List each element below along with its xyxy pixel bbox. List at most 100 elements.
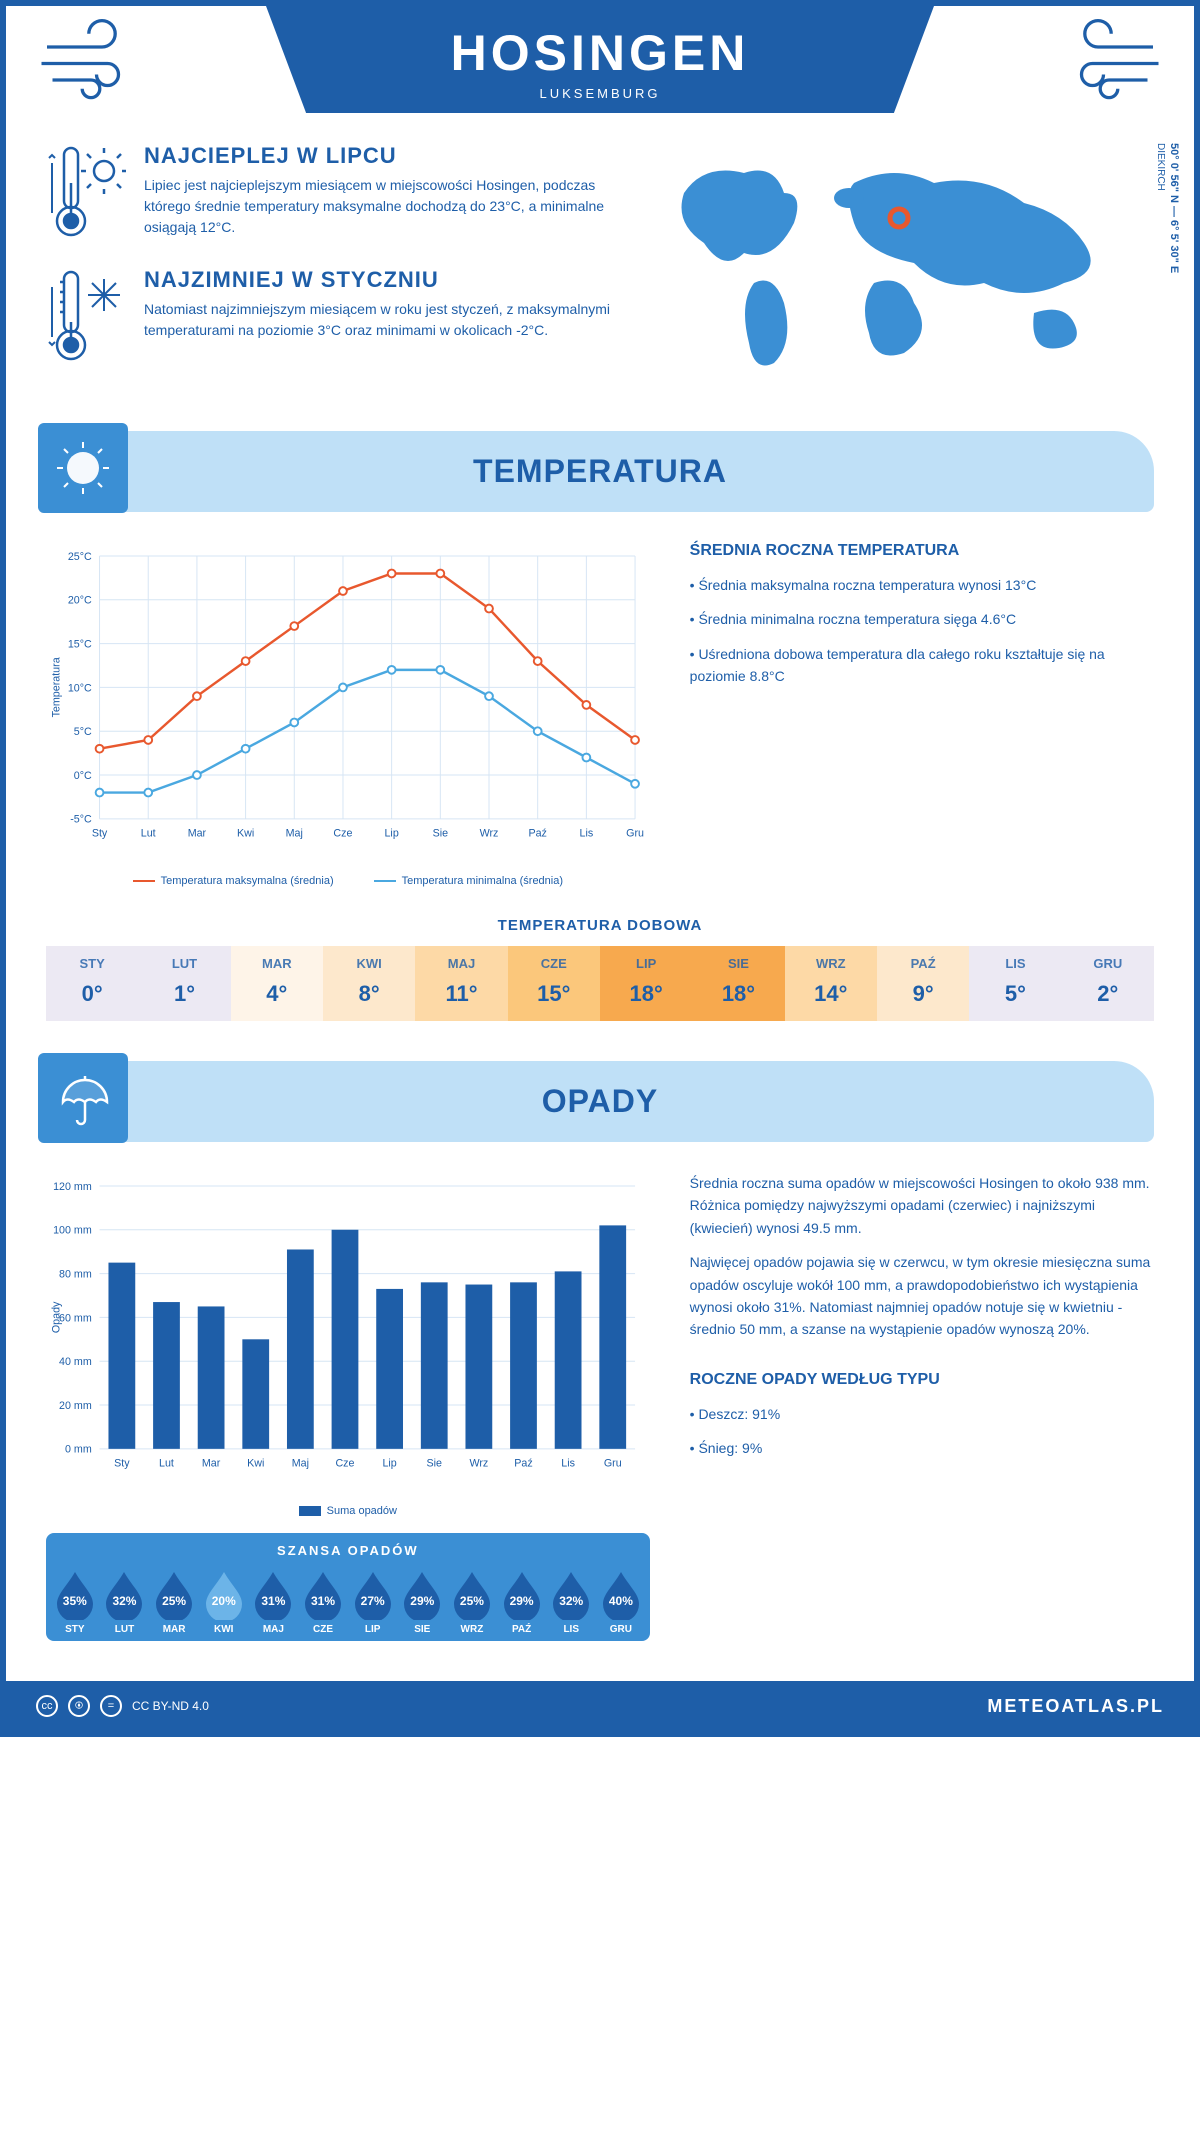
thermometer-hot-icon bbox=[46, 143, 126, 243]
coldest-text: Natomiast najzimniejszym miesiącem w rok… bbox=[144, 299, 624, 341]
daily-cell: SIE 18° bbox=[692, 946, 784, 1021]
daily-temp-title: TEMPERATURA DOBOWA bbox=[6, 917, 1194, 934]
chance-month: LUT bbox=[102, 1624, 148, 1635]
license-text: CC BY-ND 4.0 bbox=[132, 1699, 209, 1713]
coldest-title: NAJZIMNIEJ W STYCZNIU bbox=[144, 267, 624, 293]
svg-text:Opady: Opady bbox=[51, 1301, 63, 1333]
daily-value: 18° bbox=[692, 981, 784, 1007]
svg-text:Lut: Lut bbox=[141, 827, 156, 839]
region-label: DIEKIRCH bbox=[1155, 143, 1166, 191]
daily-cell: WRZ 14° bbox=[785, 946, 877, 1021]
legend-min: Temperatura minimalna (średnia) bbox=[374, 875, 563, 887]
rain-text-p1: Średnia roczna suma opadów w miejscowośc… bbox=[690, 1172, 1154, 1239]
svg-text:0 mm: 0 mm bbox=[65, 1444, 92, 1456]
daily-month: MAR bbox=[231, 956, 323, 971]
rain-text-p2: Najwięcej opadów pojawia się w czerwcu, … bbox=[690, 1251, 1154, 1341]
chance-pct: 31% bbox=[301, 1594, 345, 1608]
svg-text:Cze: Cze bbox=[335, 1457, 354, 1469]
svg-text:0°C: 0°C bbox=[74, 770, 92, 782]
chance-drop: 29% SIE bbox=[399, 1568, 445, 1635]
annual-temp-b3: • Uśredniona dobowa temperatura dla całe… bbox=[690, 643, 1154, 688]
legend-max: Temperatura maksymalna (średnia) bbox=[133, 875, 334, 887]
daily-value: 5° bbox=[969, 981, 1061, 1007]
temperature-row: -5°C0°C5°C10°C15°C20°C25°CStyLutMarKwiMa… bbox=[6, 512, 1194, 897]
chance-drop: 31% CZE bbox=[300, 1568, 346, 1635]
rain-row: 0 mm20 mm40 mm60 mm80 mm100 mm120 mmStyL… bbox=[6, 1142, 1194, 1651]
chance-drop: 29% PAŹ bbox=[499, 1568, 545, 1635]
daily-cell: MAR 4° bbox=[231, 946, 323, 1021]
chance-month: CZE bbox=[300, 1624, 346, 1635]
daily-value: 0° bbox=[46, 981, 138, 1007]
rain-chance-box: SZANSA OPADÓW 35% STY 32% LUT 25% MAR bbox=[46, 1533, 650, 1641]
chance-pct: 25% bbox=[152, 1594, 196, 1608]
svg-text:Gru: Gru bbox=[626, 827, 644, 839]
chance-month: MAJ bbox=[251, 1624, 297, 1635]
daily-value: 18° bbox=[600, 981, 692, 1007]
svg-text:15°C: 15°C bbox=[68, 638, 92, 650]
svg-text:Mar: Mar bbox=[202, 1457, 221, 1469]
rain-section-header: OPADY bbox=[46, 1061, 1154, 1142]
svg-text:25°C: 25°C bbox=[68, 551, 92, 563]
svg-text:Temperatura: Temperatura bbox=[51, 657, 63, 717]
hottest-block: NAJCIEPLEJ W LIPCU Lipiec jest najcieple… bbox=[46, 143, 624, 243]
chance-month: GRU bbox=[598, 1624, 644, 1635]
temp-legend: Temperatura maksymalna (średnia) Tempera… bbox=[46, 875, 650, 887]
chance-drop: 27% LIP bbox=[350, 1568, 396, 1635]
svg-text:Gru: Gru bbox=[604, 1457, 622, 1469]
brand-label: METEOATLAS.PL bbox=[987, 1696, 1164, 1717]
daily-value: 15° bbox=[508, 981, 600, 1007]
country-subtitle: LUKSEMBURG bbox=[266, 86, 934, 101]
chance-drop: 40% GRU bbox=[598, 1568, 644, 1635]
daily-cell: LIP 18° bbox=[600, 946, 692, 1021]
svg-text:120 mm: 120 mm bbox=[53, 1181, 92, 1193]
coordinates-label: 50° 0' 56" N — 6° 5' 30" E bbox=[1168, 143, 1180, 273]
rain-bar-chart: 0 mm20 mm40 mm60 mm80 mm100 mm120 mmStyL… bbox=[46, 1172, 650, 1492]
temperature-line-chart: -5°C0°C5°C10°C15°C20°C25°CStyLutMarKwiMa… bbox=[46, 542, 650, 862]
daily-value: 8° bbox=[323, 981, 415, 1007]
daily-value: 1° bbox=[138, 981, 230, 1007]
svg-text:Kwi: Kwi bbox=[237, 827, 254, 839]
daily-cell: LIS 5° bbox=[969, 946, 1061, 1021]
svg-text:Wrz: Wrz bbox=[480, 827, 499, 839]
svg-text:80 mm: 80 mm bbox=[59, 1268, 92, 1280]
rain-type-title: ROCZNE OPADY WEDŁUG TYPU bbox=[690, 1371, 1154, 1389]
daily-month: MAJ bbox=[415, 956, 507, 971]
svg-text:5°C: 5°C bbox=[74, 726, 92, 738]
daily-value: 4° bbox=[231, 981, 323, 1007]
chance-pct: 27% bbox=[351, 1594, 395, 1608]
daily-month: STY bbox=[46, 956, 138, 971]
chance-drop: 32% LUT bbox=[102, 1568, 148, 1635]
svg-text:100 mm: 100 mm bbox=[53, 1225, 92, 1237]
umbrella-icon bbox=[38, 1053, 128, 1143]
chance-pct: 29% bbox=[400, 1594, 444, 1608]
rain-type-b1: • Deszcz: 91% bbox=[690, 1403, 1154, 1425]
daily-month: PAŹ bbox=[877, 956, 969, 971]
daily-cell: STY 0° bbox=[46, 946, 138, 1021]
world-map-container: DIEKIRCH 50° 0' 56" N — 6° 5' 30" E bbox=[654, 143, 1154, 391]
chance-drop: 35% STY bbox=[52, 1568, 98, 1635]
svg-text:Lip: Lip bbox=[382, 1457, 396, 1469]
rain-header-text: OPADY bbox=[542, 1083, 658, 1119]
chance-pct: 35% bbox=[53, 1594, 97, 1608]
chance-pct: 40% bbox=[599, 1594, 643, 1608]
svg-text:Maj: Maj bbox=[292, 1457, 309, 1469]
chance-pct: 20% bbox=[202, 1594, 246, 1608]
footer: cc 🅯 = CC BY-ND 4.0 METEOATLAS.PL bbox=[6, 1681, 1194, 1731]
svg-text:Wrz: Wrz bbox=[469, 1457, 488, 1469]
daily-month: SIE bbox=[692, 956, 784, 971]
daily-value: 14° bbox=[785, 981, 877, 1007]
chance-pct: 32% bbox=[102, 1594, 146, 1608]
cc-icon: cc bbox=[36, 1695, 58, 1717]
sun-icon bbox=[38, 423, 128, 513]
svg-text:60 mm: 60 mm bbox=[59, 1312, 92, 1324]
daily-month: LIS bbox=[969, 956, 1061, 971]
header: HOSINGEN LUKSEMBURG bbox=[266, 6, 934, 113]
svg-text:Lis: Lis bbox=[580, 827, 594, 839]
svg-text:Paź: Paź bbox=[528, 827, 546, 839]
svg-text:Sty: Sty bbox=[92, 827, 108, 839]
chance-month: STY bbox=[52, 1624, 98, 1635]
city-title: HOSINGEN bbox=[266, 24, 934, 82]
chance-drop: 32% LIS bbox=[548, 1568, 594, 1635]
wind-icon bbox=[36, 3, 146, 113]
rain-legend: Suma opadów bbox=[46, 1505, 650, 1517]
